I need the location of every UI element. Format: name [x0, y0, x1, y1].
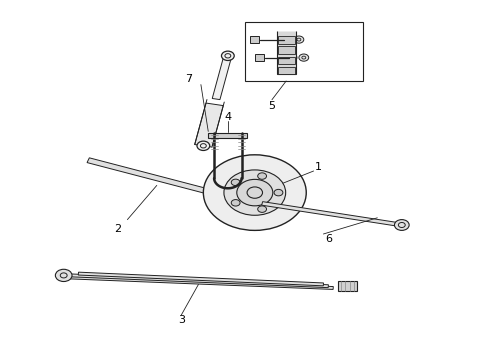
Polygon shape [255, 54, 264, 61]
Circle shape [299, 54, 309, 61]
Circle shape [258, 206, 267, 212]
Bar [245, 22, 363, 81]
Text: 2: 2 [114, 224, 121, 234]
Circle shape [237, 179, 273, 206]
Bar [278, 46, 295, 54]
Text: 3: 3 [178, 315, 185, 325]
Circle shape [281, 36, 292, 44]
Circle shape [221, 51, 234, 60]
Bar [208, 133, 247, 138]
Polygon shape [78, 272, 323, 286]
Bar [278, 67, 295, 74]
Bar [338, 281, 357, 291]
Polygon shape [262, 202, 402, 227]
Text: 6: 6 [325, 234, 332, 244]
Bar [278, 57, 295, 64]
Circle shape [286, 54, 297, 62]
Circle shape [231, 199, 240, 206]
Circle shape [294, 36, 304, 43]
Polygon shape [195, 103, 223, 147]
Bar [278, 36, 295, 44]
Circle shape [258, 173, 267, 179]
Text: 7: 7 [185, 74, 192, 84]
Text: 5: 5 [269, 101, 275, 111]
Circle shape [224, 170, 286, 215]
Text: 4: 4 [224, 112, 231, 122]
Circle shape [203, 155, 306, 230]
Circle shape [274, 189, 283, 196]
Polygon shape [71, 274, 328, 288]
Polygon shape [87, 158, 275, 211]
Polygon shape [250, 36, 259, 43]
Circle shape [55, 269, 72, 282]
Polygon shape [212, 55, 232, 100]
Circle shape [231, 179, 240, 186]
Text: 1: 1 [315, 162, 322, 172]
Circle shape [197, 141, 210, 150]
Polygon shape [64, 276, 333, 289]
Circle shape [394, 220, 409, 230]
Polygon shape [277, 31, 296, 74]
